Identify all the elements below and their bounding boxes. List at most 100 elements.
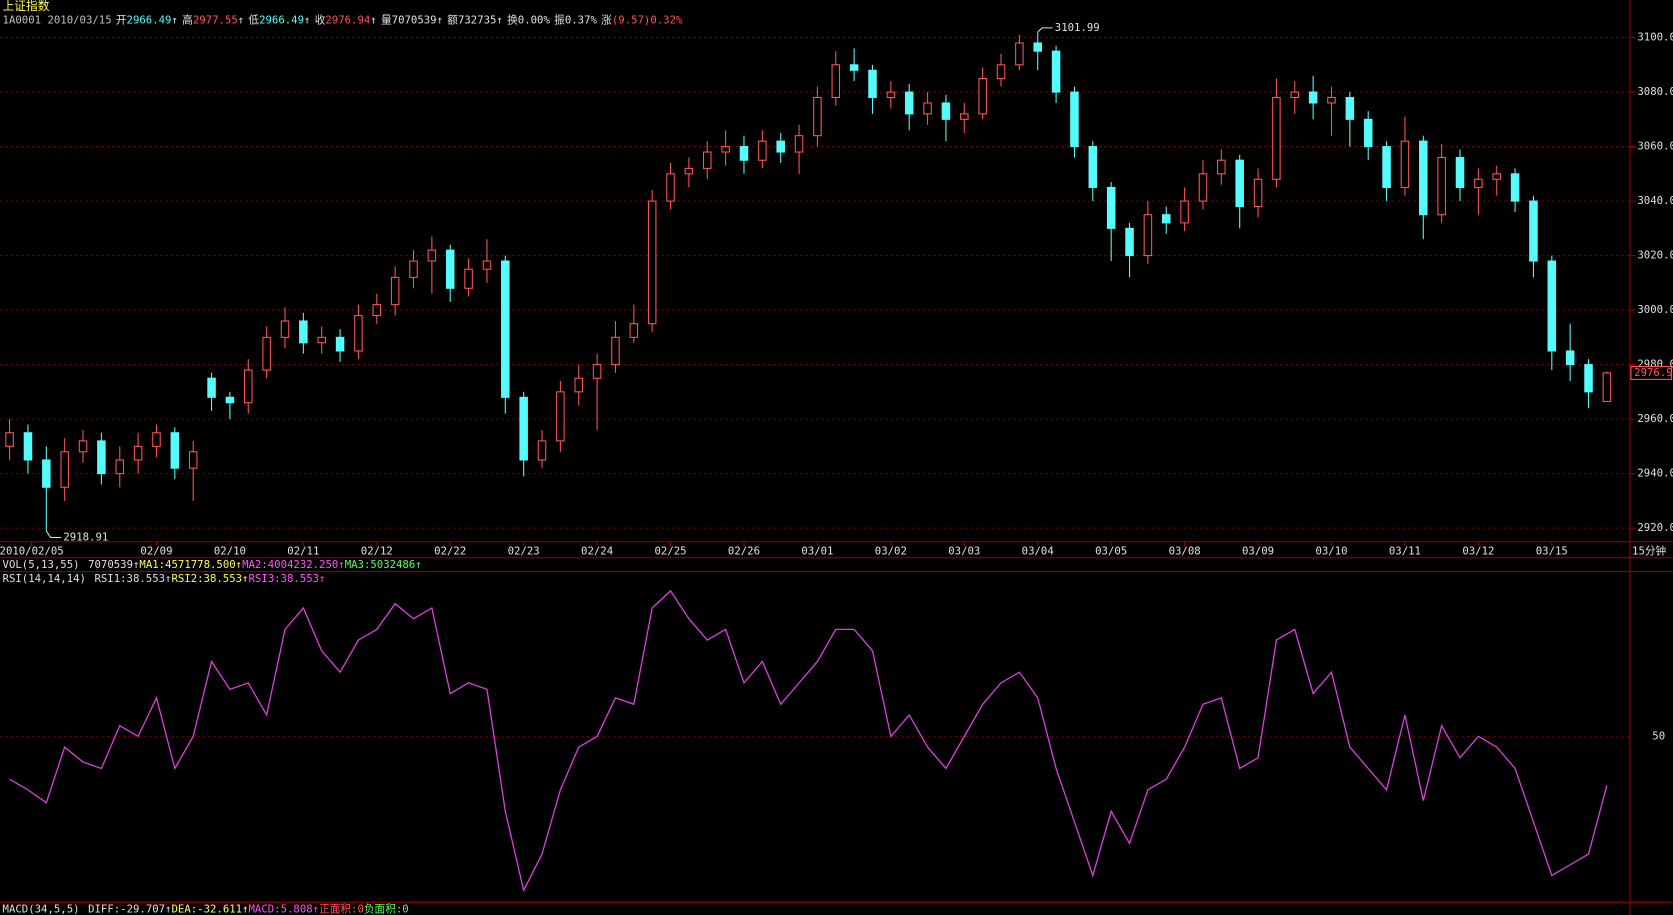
indicator-name: VOL(5,13,55) bbox=[3, 558, 80, 571]
candle-body bbox=[1510, 173, 1520, 202]
indicator-value: RSI2:38.553 bbox=[171, 572, 242, 585]
quote-value: 2966.49 bbox=[127, 13, 172, 26]
arrow: ↑ bbox=[242, 903, 248, 915]
candle-body bbox=[1125, 227, 1134, 257]
candle-body bbox=[482, 260, 492, 270]
arrow: ↑ bbox=[370, 13, 376, 26]
min-marker bbox=[45, 530, 62, 539]
candle-body bbox=[1235, 159, 1244, 208]
candle-body bbox=[372, 304, 382, 317]
candle-body bbox=[1529, 200, 1538, 262]
candle-body bbox=[1400, 140, 1410, 188]
candle-body bbox=[23, 432, 33, 461]
candle-body bbox=[960, 113, 969, 120]
candle-body bbox=[702, 151, 712, 169]
candle-body bbox=[592, 364, 602, 379]
indicator-value: 正面积:0 bbox=[319, 903, 364, 915]
candle-body bbox=[574, 377, 584, 393]
candle-body bbox=[1143, 214, 1153, 257]
arrow: ↑ bbox=[165, 903, 171, 915]
arrow: ↑ bbox=[238, 13, 244, 26]
candle-body bbox=[97, 440, 106, 475]
x-tick-label: 03/09 bbox=[1242, 544, 1274, 557]
arrow: ↑ bbox=[496, 13, 502, 26]
candle-body bbox=[996, 64, 1006, 79]
y-tick-label: 3060.00 bbox=[1637, 140, 1673, 153]
candle-body bbox=[1272, 96, 1281, 180]
candle-body bbox=[647, 200, 657, 325]
candle-body bbox=[1382, 146, 1391, 188]
period-label: 15分钟 bbox=[1632, 544, 1666, 557]
y-tick-label: 2920.00 bbox=[1637, 521, 1673, 534]
x-tick-label: 03/12 bbox=[1462, 544, 1494, 557]
quote-label: 收 bbox=[315, 13, 326, 26]
x-tick-label: 02/24 bbox=[581, 544, 613, 557]
candle-body bbox=[1070, 91, 1079, 148]
candle-body bbox=[1419, 140, 1428, 216]
candle-body bbox=[556, 391, 565, 442]
quote-value: 7070539 bbox=[392, 13, 437, 26]
candle-body bbox=[445, 249, 455, 289]
candle-body bbox=[1474, 178, 1483, 188]
quote-value: 2976.94 bbox=[325, 13, 370, 26]
x-tick-label: 02/12 bbox=[361, 544, 393, 557]
candle-body bbox=[5, 432, 14, 447]
indicator-value: RSI1:38.553 bbox=[94, 572, 165, 585]
y-tick-label: 2940.00 bbox=[1637, 467, 1673, 480]
candle-body bbox=[1290, 91, 1300, 99]
candle-body bbox=[60, 451, 69, 488]
candle-body bbox=[904, 91, 914, 115]
candle-body bbox=[1547, 260, 1557, 352]
quote-value: 732735 bbox=[458, 13, 497, 26]
arrow: ↑ bbox=[338, 558, 344, 571]
quote-label: 开 bbox=[116, 13, 127, 26]
candle-body bbox=[684, 167, 694, 175]
arrow: ↑ bbox=[313, 903, 319, 915]
candle-body bbox=[776, 140, 785, 153]
candle-body bbox=[1033, 42, 1043, 52]
indicator-value: DEA:-32.611 bbox=[172, 903, 243, 915]
x-tick-label: 03/04 bbox=[1022, 544, 1054, 557]
y-tick-label: 50 bbox=[1652, 729, 1665, 742]
candle-body bbox=[1198, 173, 1208, 202]
chart-title: 上证指数 bbox=[3, 0, 50, 13]
candle-body bbox=[1584, 364, 1593, 393]
x-tick-label: 02/10 bbox=[214, 544, 246, 557]
candle-body bbox=[1253, 178, 1263, 208]
candle-body bbox=[1455, 156, 1465, 188]
candle-body bbox=[317, 336, 326, 344]
candle-body bbox=[225, 396, 235, 404]
y-tick-label: 3080.00 bbox=[1637, 85, 1673, 98]
candle-body bbox=[1602, 372, 1612, 402]
max-marker bbox=[1037, 27, 1053, 33]
quote-value: 0.37% bbox=[565, 13, 598, 26]
candle-body bbox=[409, 260, 418, 278]
rsi-line bbox=[9, 589, 1608, 893]
quote-value: 0.00% bbox=[518, 13, 551, 26]
indicator-value: 7070539 bbox=[88, 558, 133, 571]
candle-body bbox=[537, 440, 547, 461]
y-tick-label: 3100.00 bbox=[1637, 31, 1673, 44]
arrow: ↑ bbox=[319, 572, 325, 585]
indicator-value: MA2:4004232.250 bbox=[242, 558, 338, 571]
candle-body bbox=[133, 445, 143, 461]
x-tick-label: 03/02 bbox=[875, 544, 907, 557]
candle-body bbox=[42, 459, 51, 488]
x-tick-label: 02/11 bbox=[287, 544, 319, 557]
candle-body bbox=[390, 276, 400, 306]
candle-body bbox=[1492, 173, 1501, 180]
indicator-value: DIFF:-29.707 bbox=[88, 903, 165, 915]
candle-body bbox=[188, 451, 198, 469]
candle-body bbox=[1308, 91, 1318, 104]
x-tick-label: 02/09 bbox=[140, 544, 172, 557]
quote-label: 量 bbox=[381, 13, 392, 26]
candle-body bbox=[1345, 96, 1355, 120]
date: 2010/03/15 bbox=[47, 13, 111, 26]
indicator-name: MACD(34,5,5) bbox=[3, 903, 80, 915]
indicator-value: RSI3:38.553 bbox=[248, 572, 319, 585]
candle-body bbox=[868, 69, 877, 99]
arrow: ↑ bbox=[165, 572, 171, 585]
candle-body bbox=[813, 96, 822, 137]
candle-body bbox=[170, 432, 180, 469]
